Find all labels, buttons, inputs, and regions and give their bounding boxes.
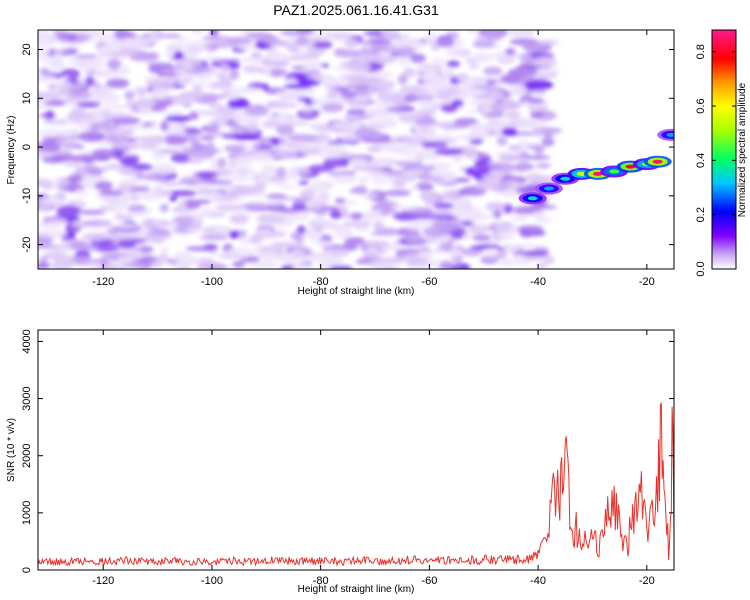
spectrogram-signal xyxy=(518,128,674,205)
signal-core xyxy=(592,171,603,176)
spectrogram-y-tick-label: -10 xyxy=(21,188,33,204)
snr-panel: -120 -100 -80 -60 -40 -20 0 1000 2000 3000 4000 H… xyxy=(6,329,675,595)
snr-y-ticks: 0 1000 2000 3000 4000 xyxy=(21,329,674,573)
signal-core xyxy=(625,164,636,169)
snr-y-tick-label: 1000 xyxy=(21,501,33,525)
spectrogram-x-tick-label: -40 xyxy=(530,276,546,288)
signal-core xyxy=(652,159,663,164)
snr-x-tick-label: -100 xyxy=(201,575,223,587)
spectrogram-y-tick-label: 0 xyxy=(21,144,33,150)
colorbar-tick-label: 0.4 xyxy=(695,153,707,168)
spectrogram-x-tick-label: -20 xyxy=(639,276,655,288)
spectrogram-x-tick-label: -60 xyxy=(421,276,437,288)
snr-y-tick-label: 4000 xyxy=(21,329,33,353)
signal-core xyxy=(576,171,587,176)
snr-x-tick-label: -20 xyxy=(639,575,655,587)
snr-x-tick-label: -120 xyxy=(92,575,114,587)
spectrogram-x-tick-label: -120 xyxy=(92,276,114,288)
snr-x-tick-label: -80 xyxy=(313,575,329,587)
snr-y-tick-label: 2000 xyxy=(21,443,33,467)
spectrogram-x-label: Height of straight line (km) xyxy=(298,286,415,297)
colorbar-tick-label: 0.6 xyxy=(695,98,707,113)
spectrogram-y-tick-label: 20 xyxy=(21,43,33,55)
signal-core xyxy=(560,176,571,181)
spectrogram-x-tick-label: -80 xyxy=(313,276,329,288)
signal-core xyxy=(666,132,674,137)
spectrogram-y-tick-label: 10 xyxy=(21,92,33,104)
colorbar-tick-label: 0.0 xyxy=(695,261,707,276)
signal-core xyxy=(527,196,538,201)
snr-x-tick-label: -60 xyxy=(421,575,437,587)
spectrogram-y-ticks: -20 -10 0 10 20 xyxy=(21,43,674,253)
spectrogram-y-label: Frequency (Hz) xyxy=(6,116,17,185)
spectrogram-noise xyxy=(38,30,563,269)
snr-y-label: SNR (10 * v/v) xyxy=(6,418,17,482)
spectrogram-x-ticks: -120 -100 -80 -60 -40 -20 xyxy=(92,30,655,288)
spectrogram-y-tick-label: -20 xyxy=(21,237,33,253)
colorbar-tick-label: 0.8 xyxy=(695,44,707,59)
colorbar-label: Normalized spectral amplitude xyxy=(737,82,748,217)
signal-core xyxy=(609,169,620,174)
snr-frame xyxy=(37,329,675,571)
colorbar-ticks: 0.0 0.2 0.4 0.6 0.8 xyxy=(695,44,736,277)
snr-series-line xyxy=(38,402,674,568)
colorbar: 0.0 0.2 0.4 0.6 0.8 Normalized spectral ampl… xyxy=(695,29,748,277)
snr-x-ticks: -120 -100 -80 -60 -40 -20 xyxy=(92,330,655,587)
signal-core xyxy=(543,186,554,191)
colorbar-gradient xyxy=(712,30,736,269)
snr-y-tick-label: 0 xyxy=(21,567,33,573)
chart-title: PAZ1.2025.061.16.41.G31 xyxy=(273,2,439,18)
colorbar-tick-label: 0.2 xyxy=(695,207,707,222)
colorbar-frame xyxy=(711,29,737,270)
spectrogram-x-tick-label: -100 xyxy=(201,276,223,288)
snr-y-tick-label: 3000 xyxy=(21,386,33,410)
spectrogram-frame xyxy=(37,29,675,270)
snr-x-label: Height of straight line (km) xyxy=(298,584,415,595)
snr-x-tick-label: -40 xyxy=(530,575,546,587)
